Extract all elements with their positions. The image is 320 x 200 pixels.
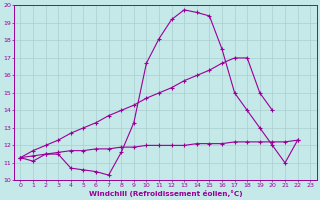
X-axis label: Windchill (Refroidissement éolien,°C): Windchill (Refroidissement éolien,°C) [89, 190, 242, 197]
